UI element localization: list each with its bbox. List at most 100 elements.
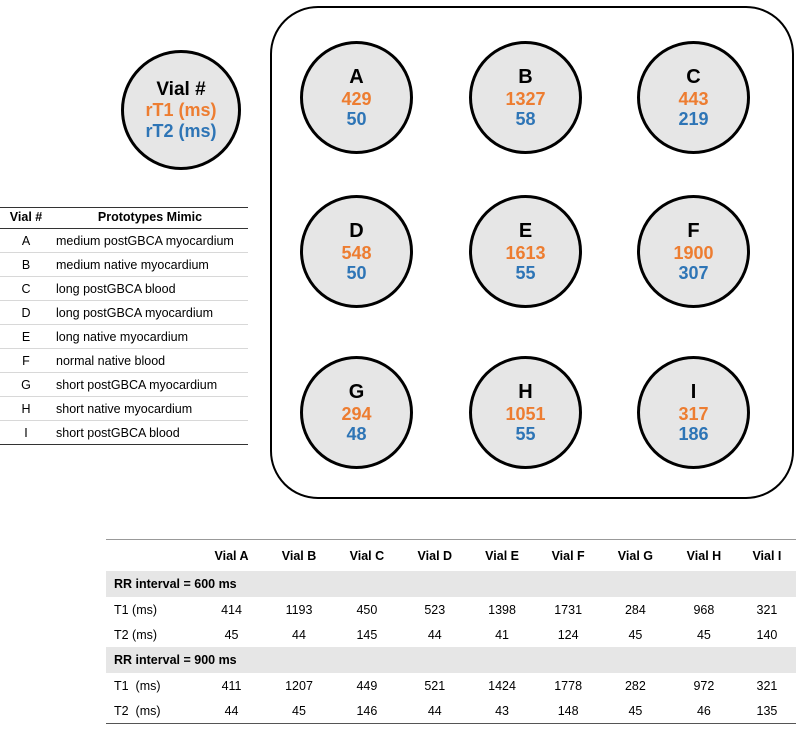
mimic-cell: long native myocardium xyxy=(52,324,248,349)
header-vial-c: Vial C xyxy=(332,539,401,571)
value-cell: 45 xyxy=(696,627,711,642)
table-row-t1-900: T1 (ms) 411 1207 449 521 1424 1778 282 9… xyxy=(106,673,796,698)
value-cell: 45 xyxy=(265,698,333,724)
value-cell: 284 xyxy=(624,602,646,617)
header-vial-e: Vial E xyxy=(468,539,536,571)
vial-id: G xyxy=(348,381,365,404)
vial-t1: 548 xyxy=(341,242,372,263)
vial-b: B 1327 58 xyxy=(469,41,582,154)
value-cell: 1424 xyxy=(488,678,516,693)
mimic-cell: short postGBCA myocardium xyxy=(52,372,248,397)
value-cell: 41 xyxy=(495,627,510,642)
measurements-table: Vial A Vial B Vial C Vial D Vial E Vial … xyxy=(106,539,796,724)
row-label: T2 (ms) xyxy=(106,698,198,724)
header-vial-f: Vial F xyxy=(535,539,601,571)
group-row-900: RR interval = 900 ms xyxy=(106,647,796,673)
value-cell: 972 xyxy=(693,678,715,693)
vial-id: I xyxy=(690,381,697,404)
vial-id: B xyxy=(518,66,533,89)
mimic-cell: normal native blood xyxy=(52,348,248,373)
value-cell: 1778 xyxy=(554,678,583,693)
vial-t2: 50 xyxy=(346,108,367,129)
header-vial: Vial # xyxy=(0,207,52,229)
value-cell: 450 xyxy=(356,602,378,617)
group-title: RR interval = 900 ms xyxy=(106,647,796,673)
vial-f: F 1900 307 xyxy=(637,195,750,308)
value-cell: 1398 xyxy=(488,602,516,617)
mimic-cell: medium native myocardium xyxy=(52,252,248,277)
legend-circle: Vial # rT1 (ms) rT2 (ms) xyxy=(121,50,241,170)
table-row-t2-900: T2 (ms) 44 45 146 44 43 148 45 46 135 xyxy=(106,698,796,724)
header-vial-d: Vial D xyxy=(400,539,469,571)
vial-e: E 1613 55 xyxy=(469,195,582,308)
vial-t1: 443 xyxy=(678,88,709,109)
mimic-cell: short native myocardium xyxy=(52,396,248,421)
vial-t2: 219 xyxy=(678,108,709,129)
vial-i: I 317 186 xyxy=(637,356,750,469)
value-cell: 411 xyxy=(221,678,242,693)
vial-a: A 429 50 xyxy=(300,41,413,154)
value-cell: 44 xyxy=(292,627,306,642)
value-cell: 43 xyxy=(468,698,536,724)
vial-cell: C xyxy=(0,276,52,301)
value-cell: 44 xyxy=(400,698,469,724)
group-row-600: RR interval = 600 ms xyxy=(106,571,796,597)
vial-id: H xyxy=(518,381,533,404)
legend-t1-label: rT1 (ms) xyxy=(145,100,217,121)
vial-id: F xyxy=(687,220,700,243)
header-vial-g: Vial G xyxy=(600,539,670,571)
vial-id: C xyxy=(686,66,701,89)
header-empty xyxy=(106,539,198,571)
legend-vial-label: Vial # xyxy=(156,79,206,101)
header-vial-i: Vial I xyxy=(737,539,796,571)
value-cell: 44 xyxy=(198,698,266,724)
value-cell: 145 xyxy=(356,627,378,642)
vial-h: H 1051 55 xyxy=(469,356,582,469)
vial-cell: E xyxy=(0,324,52,349)
vial-t1: 1327 xyxy=(505,88,546,109)
vial-t2: 307 xyxy=(678,262,709,283)
vial-cell: F xyxy=(0,348,52,373)
vial-cell: I xyxy=(0,420,52,445)
vial-c: C 443 219 xyxy=(637,41,750,154)
group-title: RR interval = 600 ms xyxy=(106,571,796,597)
table-row-t1-600: T1 (ms) 414 1193 450 523 1398 1731 284 9… xyxy=(106,597,796,622)
vial-cell: A xyxy=(0,228,52,253)
header-vial-a: Vial A xyxy=(198,539,266,571)
vial-t2: 186 xyxy=(678,423,709,444)
vial-t2: 50 xyxy=(346,262,367,283)
vial-t2: 55 xyxy=(515,262,536,283)
mimic-cell: short postGBCA blood xyxy=(52,420,248,445)
value-cell: 1731 xyxy=(554,602,583,617)
vial-cell: H xyxy=(0,396,52,421)
value-cell: 46 xyxy=(669,698,738,724)
vial-cell: D xyxy=(0,300,52,325)
vial-t2: 48 xyxy=(346,423,367,444)
vial-t2: 58 xyxy=(515,108,536,129)
value-cell: 521 xyxy=(424,678,446,693)
vial-t1: 317 xyxy=(678,403,709,424)
value-cell: 414 xyxy=(221,602,242,617)
vial-t2: 55 xyxy=(515,423,536,444)
vial-t1: 429 xyxy=(341,88,372,109)
value-cell: 45 xyxy=(628,627,643,642)
value-cell: 282 xyxy=(624,678,646,693)
value-cell: 523 xyxy=(424,602,446,617)
vial-cell: G xyxy=(0,372,52,397)
mimic-cell: long postGBCA blood xyxy=(52,276,248,301)
value-cell: 140 xyxy=(756,627,778,642)
value-cell: 146 xyxy=(332,698,401,724)
row-label: T2 (ms) xyxy=(114,627,158,642)
value-cell: 135 xyxy=(737,698,796,724)
value-cell: 44 xyxy=(427,627,442,642)
vial-id: D xyxy=(349,220,364,243)
vial-cell: B xyxy=(0,252,52,277)
vial-tray xyxy=(270,6,794,499)
header-vial-h: Vial H xyxy=(669,539,738,571)
prototypes-header-row: Vial # Prototypes Mimic xyxy=(0,207,248,229)
value-cell: 1207 xyxy=(285,678,313,693)
